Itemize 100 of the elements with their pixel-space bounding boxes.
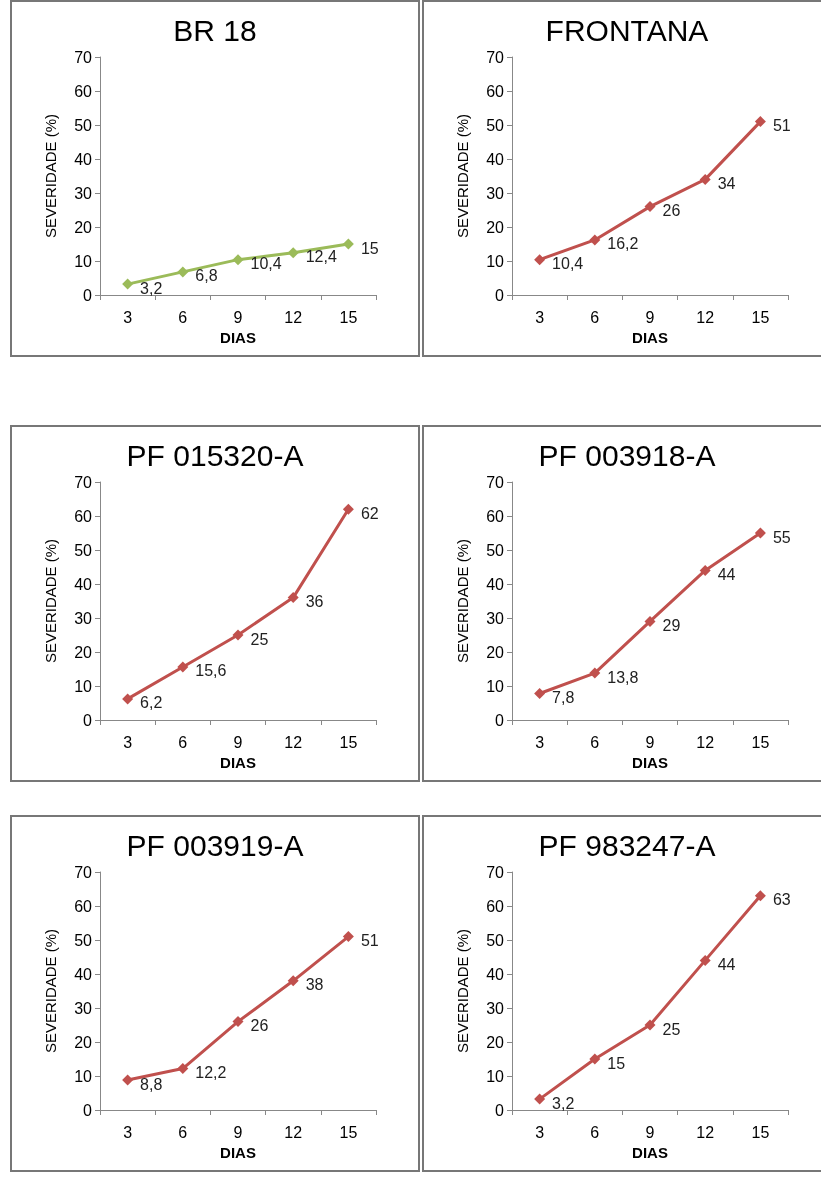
point [589, 667, 601, 679]
y-axis-title: SEVERIDADE (%) [42, 928, 59, 1054]
x-tick-label: 3 [535, 308, 545, 326]
point [754, 527, 766, 539]
y-tick-label: 10 [74, 677, 93, 695]
y-tick-label: 20 [486, 643, 505, 661]
y-tick-label: 40 [486, 965, 505, 983]
y-tick-label: 40 [486, 150, 505, 168]
x-tick-label: 9 [233, 1123, 243, 1141]
point [342, 238, 354, 250]
x-tick-label: 6 [590, 733, 600, 751]
x-tick-label: 6 [178, 733, 188, 751]
data-label: 29 [662, 616, 681, 634]
y-tick-label: 60 [74, 82, 93, 100]
y-tick-label: 0 [83, 711, 93, 729]
point [534, 1093, 546, 1105]
x-tick-label: 15 [751, 733, 770, 751]
y-tick-label: 70 [74, 473, 93, 491]
data-label: 51 [772, 117, 791, 135]
y-tick-label: 10 [74, 252, 93, 270]
y-tick-label: 0 [83, 286, 93, 304]
point [644, 1019, 656, 1031]
y-tick-label: 30 [486, 184, 505, 202]
y-axis-title: SEVERIDADE (%) [42, 113, 59, 239]
point [122, 278, 134, 290]
x-tick-label: 9 [233, 733, 243, 751]
chart-title: PF 015320-A [126, 438, 304, 472]
y-tick-label: 50 [74, 541, 93, 559]
x-tick-label: 12 [696, 733, 715, 751]
data-label: 3,2 [552, 1094, 575, 1112]
y-tick-label: 60 [74, 507, 93, 525]
y-tick-label: 0 [495, 711, 505, 729]
x-tick-label: 6 [178, 1123, 188, 1141]
data-label: 6,2 [140, 694, 163, 712]
y-tick-label: 70 [74, 863, 93, 881]
y-tick-label: 70 [74, 48, 93, 66]
y-tick-label: 60 [486, 897, 505, 915]
data-label: 26 [662, 202, 681, 220]
x-tick-label: 3 [535, 733, 545, 751]
y-tick-label: 20 [486, 218, 505, 236]
chart-title: PF 003918-A [538, 438, 716, 472]
x-tick-label: 3 [123, 733, 133, 751]
y-tick-label: 40 [74, 965, 93, 983]
x-tick-label: 15 [339, 1123, 358, 1141]
data-label: 36 [305, 593, 324, 611]
x-tick-label: 9 [645, 733, 655, 751]
point [232, 629, 244, 641]
data-label: 12,4 [305, 248, 337, 266]
data-label: 55 [772, 528, 791, 546]
y-tick-label: 50 [74, 931, 93, 949]
chart-title: FRONTANA [545, 13, 709, 47]
x-tick-label: 12 [284, 308, 303, 326]
data-label: 44 [717, 565, 736, 583]
x-tick-label: 12 [284, 733, 303, 751]
y-axis-title: SEVERIDADE (%) [454, 928, 471, 1054]
point [232, 254, 244, 266]
y-tick-label: 20 [486, 1033, 505, 1051]
x-tick-label: 9 [233, 308, 243, 326]
x-tick-label: 15 [751, 308, 770, 326]
y-tick-label: 70 [486, 48, 505, 66]
x-tick-label: 6 [590, 308, 600, 326]
y-tick-label: 70 [486, 863, 505, 881]
y-tick-label: 60 [486, 82, 505, 100]
point [534, 254, 546, 266]
data-label: 12,2 [195, 1064, 227, 1082]
point [644, 201, 656, 213]
y-tick-label: 50 [486, 931, 505, 949]
point [232, 1016, 244, 1028]
x-tick-label: 15 [339, 308, 358, 326]
point [287, 592, 299, 604]
y-tick-label: 40 [486, 575, 505, 593]
x-tick-label: 15 [751, 1123, 770, 1141]
x-tick-label: 15 [339, 733, 358, 751]
x-axis-title: DIAS [220, 1143, 256, 1161]
data-label: 8,8 [140, 1075, 163, 1093]
chart-title: PF 983247-A [538, 828, 716, 862]
x-tick-label: 3 [123, 1123, 133, 1141]
data-label: 26 [250, 1017, 269, 1035]
y-tick-label: 10 [486, 1067, 505, 1085]
data-label: 7,8 [552, 688, 575, 706]
x-tick-label: 6 [178, 308, 188, 326]
data-label: 3,2 [140, 279, 163, 297]
data-label: 6,8 [195, 267, 218, 285]
point [177, 1063, 189, 1075]
x-tick-label: 3 [123, 308, 133, 326]
y-tick-label: 30 [74, 184, 93, 202]
y-tick-label: 0 [495, 1101, 505, 1119]
data-label: 38 [305, 976, 324, 994]
point [287, 247, 299, 259]
y-tick-label: 40 [74, 150, 93, 168]
point [534, 687, 546, 699]
y-axis-title: SEVERIDADE (%) [454, 538, 471, 664]
x-tick-label: 9 [645, 308, 655, 326]
data-label: 15 [360, 239, 379, 257]
x-tick-label: 6 [590, 1123, 600, 1141]
y-tick-label: 30 [74, 609, 93, 627]
y-tick-label: 20 [74, 218, 93, 236]
y-tick-label: 50 [74, 116, 93, 134]
point [699, 564, 711, 576]
point [177, 266, 189, 278]
